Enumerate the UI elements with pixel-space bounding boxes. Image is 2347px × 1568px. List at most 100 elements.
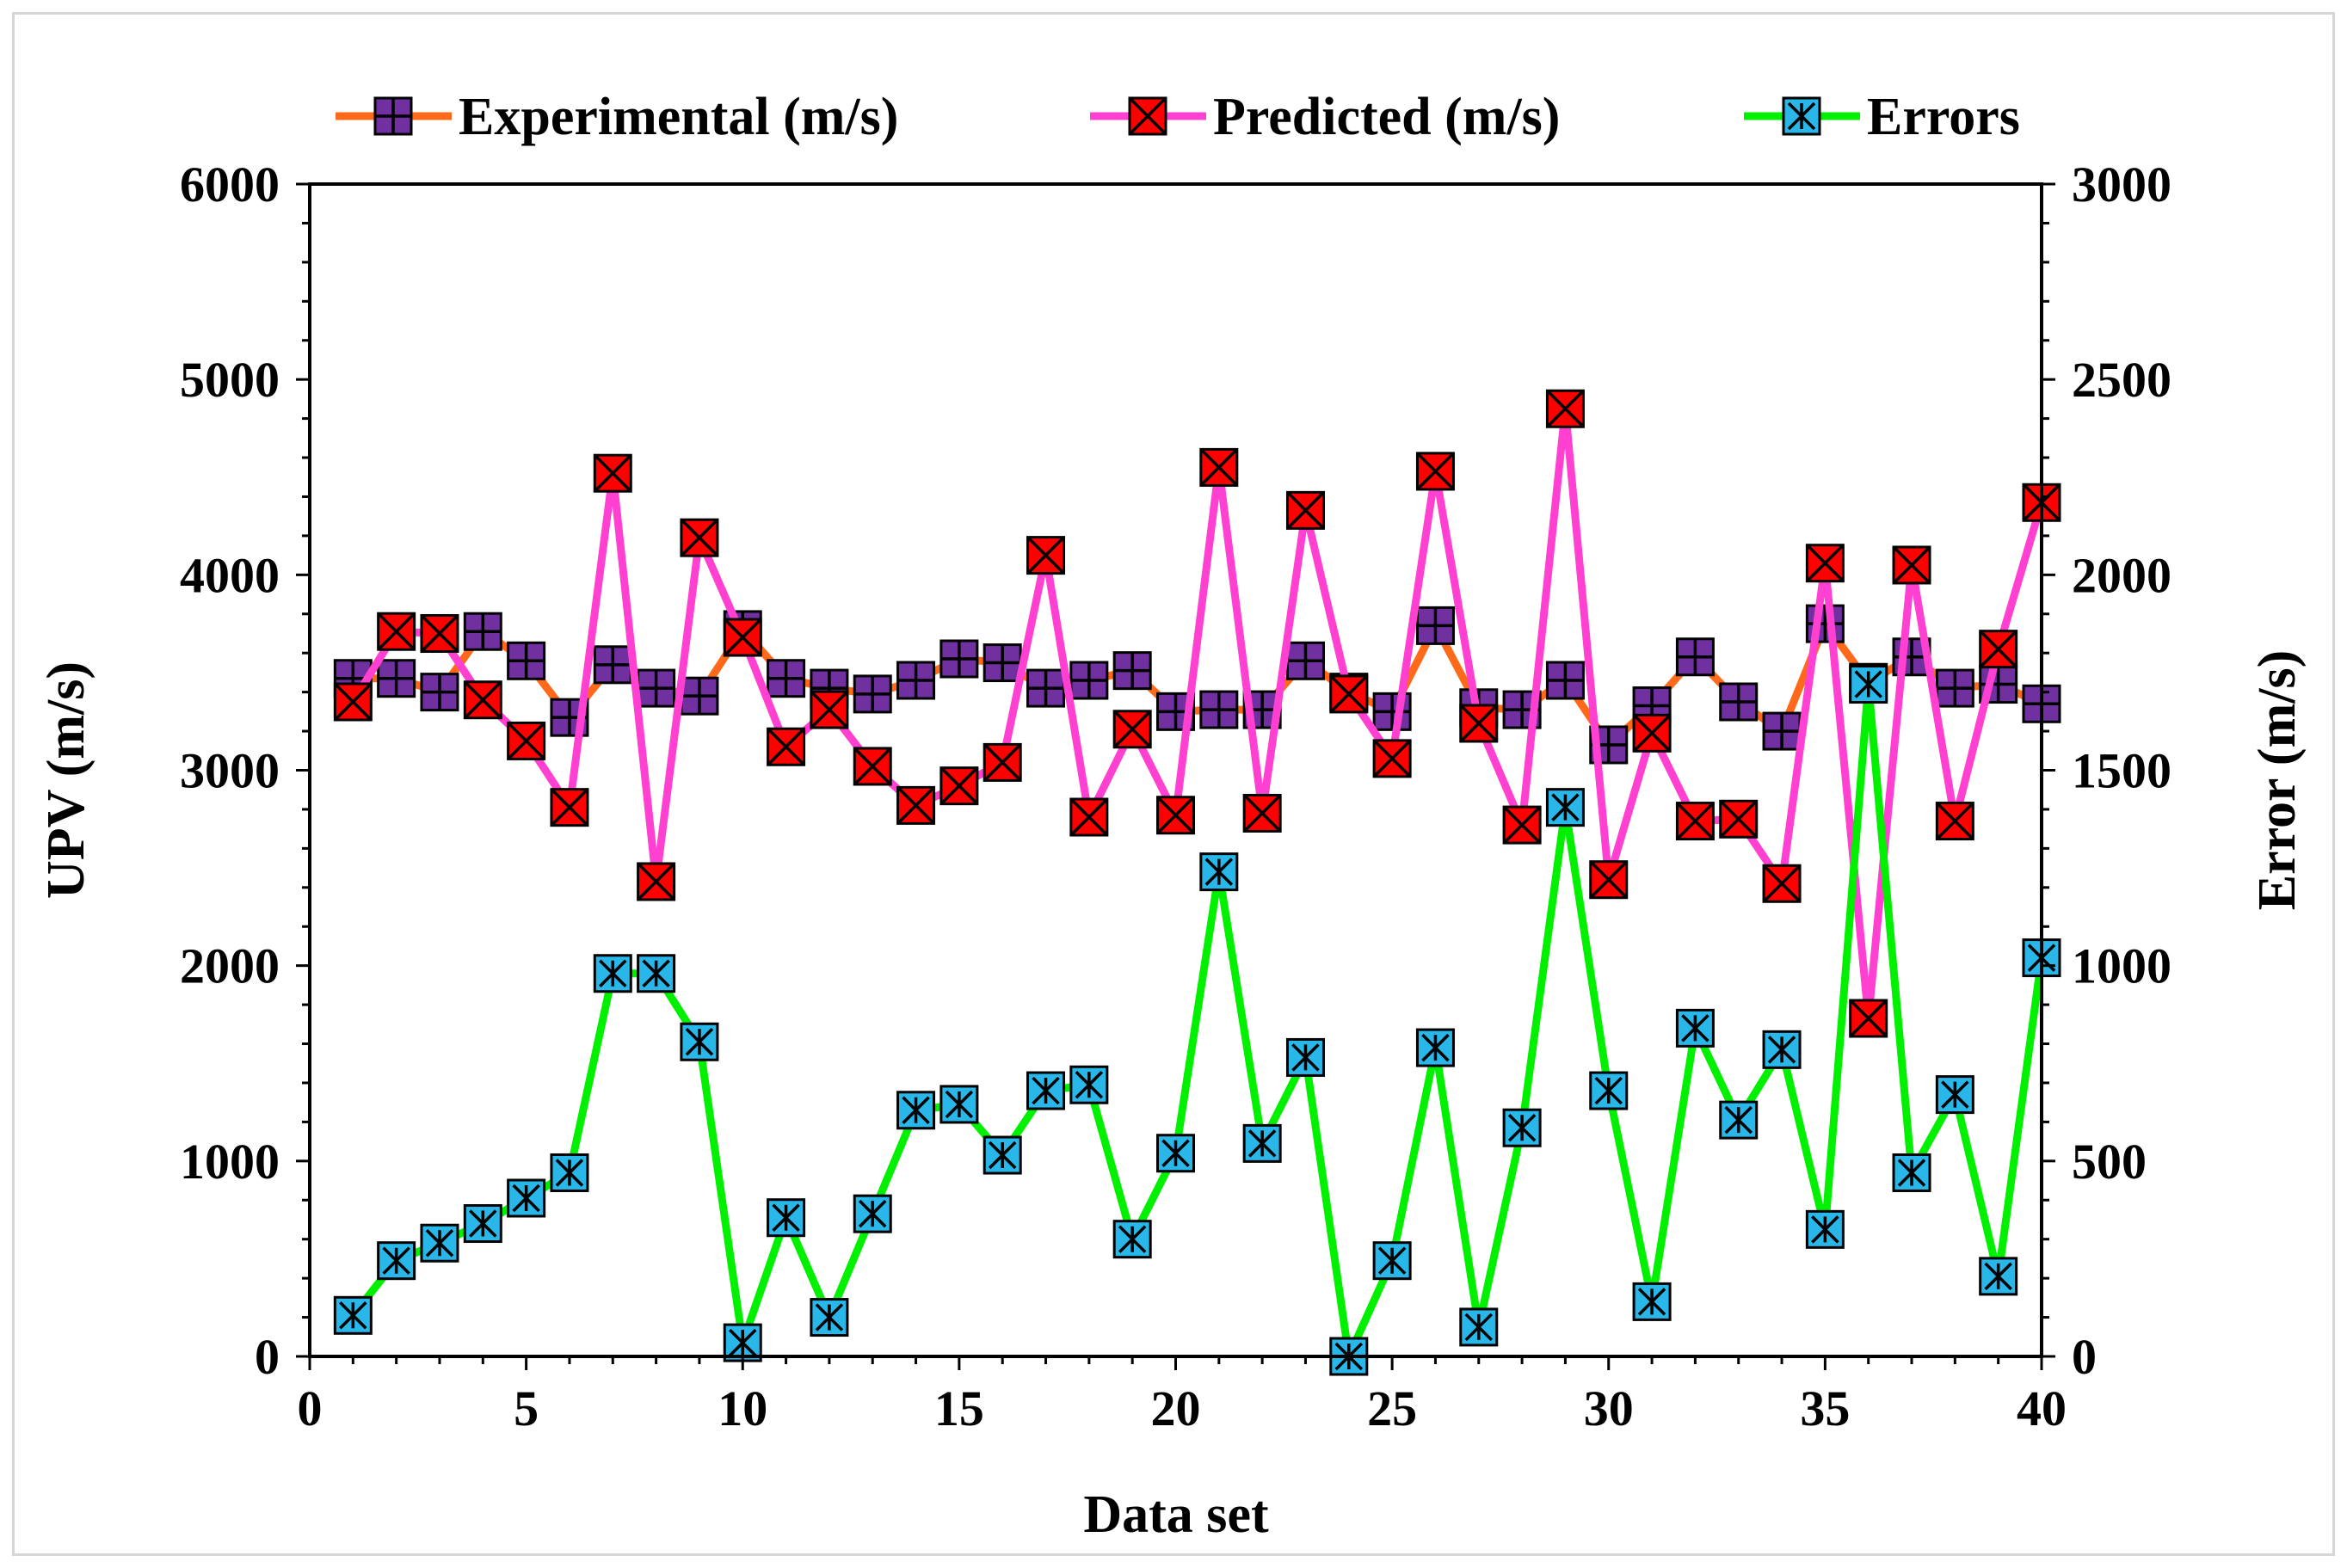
data-point-experimental-m-s <box>1675 637 1715 677</box>
data-point-predicted-m-s <box>1762 864 1802 903</box>
data-point-errors <box>377 1241 416 1281</box>
data-point-errors <box>1762 1030 1802 1069</box>
y-left-tick-label: 6000 <box>180 157 280 212</box>
data-point-experimental-m-s <box>680 676 719 716</box>
x-tick-label: 30 <box>1584 1380 1634 1436</box>
data-point-experimental-m-s <box>1979 665 2018 704</box>
data-point-errors <box>1242 1123 1282 1163</box>
data-point-predicted-m-s <box>1805 544 1845 583</box>
data-point-experimental-m-s <box>377 659 416 698</box>
data-point-errors <box>1979 1257 2018 1296</box>
data-point-experimental-m-s <box>1935 668 1974 708</box>
data-point-errors <box>1026 1071 1066 1110</box>
y-axis-title-right: Error (m/s) <box>2248 650 2307 910</box>
data-point-errors <box>550 1153 589 1192</box>
data-point-predicted-m-s <box>1026 536 1066 575</box>
data-point-predicted-m-s <box>1372 739 1412 778</box>
data-point-errors <box>853 1194 892 1233</box>
data-point-errors <box>1112 1220 1152 1259</box>
y-right-tick-label: 3000 <box>2072 157 2171 212</box>
data-point-experimental-m-s <box>1026 668 1066 708</box>
data-point-errors <box>1675 1008 1715 1048</box>
data-point-errors <box>810 1298 849 1337</box>
data-point-predicted-m-s <box>507 721 546 760</box>
data-point-experimental-m-s <box>420 673 459 712</box>
data-point-predicted-m-s <box>1329 674 1369 714</box>
legend-label: Errors <box>1867 88 2020 146</box>
y-right-tick-label: 2000 <box>2072 547 2171 603</box>
data-point-predicted-m-s <box>1285 490 1325 530</box>
data-point-predicted-m-s <box>1242 793 1282 833</box>
data-point-predicted-m-s <box>1935 802 1974 841</box>
data-point-experimental-m-s <box>896 661 936 700</box>
x-axis-title: Data set <box>1083 1485 1269 1544</box>
data-point-predicted-m-s <box>1415 452 1455 491</box>
y-left-tick-label: 5000 <box>180 352 280 408</box>
y-left-tick-label: 3000 <box>180 743 280 799</box>
y-right-tick-label: 2500 <box>2072 352 2171 408</box>
y-right-tick-label: 1500 <box>2072 743 2171 799</box>
data-point-errors <box>983 1135 1022 1175</box>
data-point-predicted-m-s <box>593 453 632 493</box>
data-point-experimental-m-s <box>593 645 632 685</box>
data-point-predicted-m-s <box>550 788 589 827</box>
y-left-tick-label: 1000 <box>180 1134 280 1190</box>
legend-marker <box>1128 96 1167 136</box>
data-point-experimental-m-s <box>1069 661 1109 700</box>
data-point-errors <box>507 1178 546 1218</box>
data-point-errors <box>1719 1100 1759 1140</box>
x-tick-label: 0 <box>298 1380 323 1436</box>
data-point-errors <box>1415 1028 1455 1067</box>
data-point-predicted-m-s <box>680 518 719 557</box>
x-tick-label: 40 <box>2017 1380 2067 1436</box>
data-point-errors <box>896 1091 936 1130</box>
data-point-errors <box>1285 1037 1325 1077</box>
x-tick-label: 5 <box>514 1380 539 1436</box>
data-point-experimental-m-s <box>1762 711 1802 751</box>
data-point-predicted-m-s <box>1589 860 1629 900</box>
data-point-predicted-m-s <box>637 862 676 901</box>
data-point-errors <box>1545 788 1585 827</box>
data-point-predicted-m-s <box>810 690 849 729</box>
legend: Experimental (m/s) Predicted (m/s) Errors <box>336 88 2020 146</box>
y-right-tick-label: 500 <box>2072 1134 2147 1190</box>
data-point-experimental-m-s <box>507 641 546 680</box>
data-point-predicted-m-s <box>1719 799 1759 839</box>
data-point-errors <box>680 1022 719 1061</box>
data-point-predicted-m-s <box>1112 710 1152 749</box>
data-point-experimental-m-s <box>1112 651 1152 691</box>
y-left-tick-label: 0 <box>255 1329 280 1385</box>
data-point-experimental-m-s <box>767 659 806 698</box>
y-axis-title-left: UPV (m/s) <box>37 661 95 899</box>
data-point-errors <box>1805 1209 1845 1249</box>
data-point-predicted-m-s <box>939 766 979 806</box>
data-point-predicted-m-s <box>333 682 373 722</box>
legend-item-experimental-m-s: Experimental (m/s) <box>336 88 898 146</box>
data-point-errors <box>1589 1071 1629 1110</box>
data-point-predicted-m-s <box>1459 704 1499 743</box>
axes: 0 5 10 15 20 25 30 35 40010002000300040005000600… <box>180 157 2171 1436</box>
data-point-predicted-m-s <box>1199 447 1239 487</box>
data-point-predicted-m-s <box>463 680 502 720</box>
data-point-predicted-m-s <box>1892 545 1931 585</box>
y-right-tick-label: 1000 <box>2072 938 2171 994</box>
data-point-predicted-m-s <box>1069 797 1109 837</box>
legend-marker <box>373 96 413 136</box>
data-point-predicted-m-s <box>767 727 806 766</box>
data-point-experimental-m-s <box>939 639 979 679</box>
data-point-errors <box>1849 665 1888 704</box>
data-point-predicted-m-s <box>420 613 459 653</box>
y-right-tick-label: 0 <box>2072 1329 2097 1385</box>
data-point-errors <box>1935 1075 1974 1115</box>
data-point-experimental-m-s <box>853 674 892 714</box>
data-point-predicted-m-s <box>896 785 936 825</box>
legend-item-predicted-m-s: Predicted (m/s) <box>1090 88 1560 146</box>
data-point-errors <box>1156 1134 1195 1173</box>
data-point-errors <box>333 1295 373 1335</box>
data-point-errors <box>1502 1108 1542 1147</box>
legend-label: Experimental (m/s) <box>459 88 898 146</box>
data-point-experimental-m-s <box>1545 661 1585 700</box>
y-left-tick-label: 4000 <box>180 547 280 603</box>
data-point-predicted-m-s <box>983 742 1022 782</box>
data-point-experimental-m-s <box>463 612 502 651</box>
